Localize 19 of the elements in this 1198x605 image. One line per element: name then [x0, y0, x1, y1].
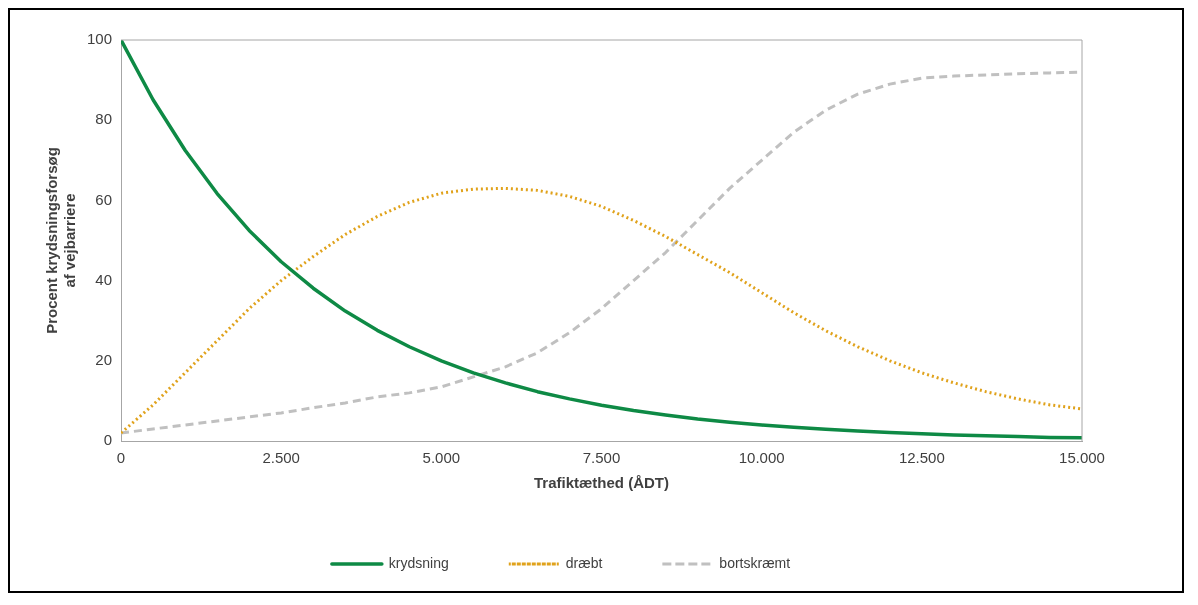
legend-label: bortskræmt [719, 554, 791, 571]
line-series [121, 186, 1082, 435]
x-tick-label: 15.000 [1059, 449, 1105, 467]
y-tick-label: 0 [103, 431, 113, 449]
y-tick-label: 40 [95, 270, 113, 288]
x-tick-label: 0 [116, 449, 126, 467]
x-tick-label: 10.000 [738, 449, 785, 467]
legend-label: krydsning [388, 554, 449, 571]
x-tick-label: 12.500 [898, 449, 945, 467]
y-tick-label: 100 [87, 30, 113, 48]
y-tick-label: 80 [95, 110, 113, 128]
x-tick-label: 5.000 [422, 449, 461, 467]
y-tick-label: 60 [95, 190, 113, 208]
y-tick-label: 20 [95, 350, 113, 368]
x-tick-label: 7.500 [582, 449, 621, 467]
x-axis-title: Trafiktæthed (ÅDT) [534, 474, 670, 492]
x-tick-label: 2.500 [262, 449, 300, 467]
y-axis-title: Procent krydsningsforsøg af vejbarriere [43, 147, 79, 334]
legend-label: dræbt [565, 554, 603, 571]
